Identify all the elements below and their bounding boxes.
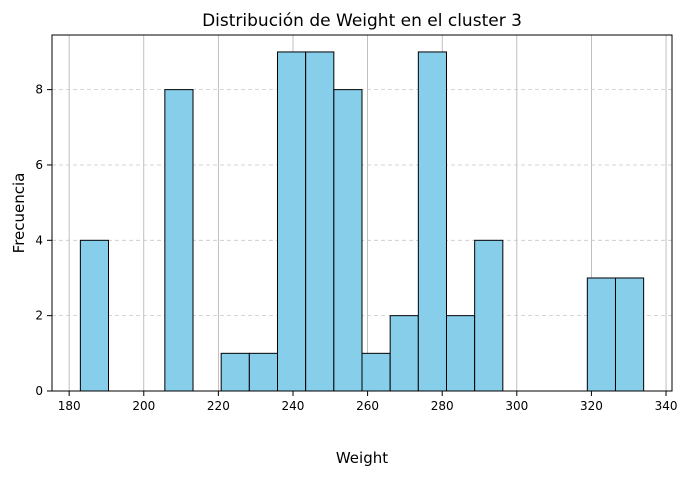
x-tick-label: 300 [505,399,528,413]
histogram-bar [389,315,419,392]
histogram-bar [305,51,335,392]
y-tick-label: 0 [35,384,43,398]
histogram-bar [474,239,504,392]
x-tick-label: 220 [207,399,230,413]
y-axis-label: Frecuencia [10,173,28,254]
x-tick-label: 180 [58,399,81,413]
x-tick-label: 200 [132,399,155,413]
histogram-bar [361,352,391,392]
histogram-bar [79,239,110,392]
y-tick-label: 6 [35,158,43,172]
histogram-bar [248,352,279,392]
x-tick-label: 240 [282,399,305,413]
histogram-bar [333,89,363,392]
y-tick-label: 4 [35,233,43,247]
histogram-bar [445,315,476,392]
histogram-bar [586,277,616,392]
x-tick-label: 260 [356,399,379,413]
bars [79,51,645,392]
y-tick-label: 8 [35,83,43,97]
y-tick-label: 2 [35,309,43,323]
chart-title: Distribución de Weight en el cluster 3 [202,11,522,31]
x-tick-label: 280 [431,399,454,413]
plot-frame [51,34,673,392]
x-tick-label: 320 [580,399,603,413]
x-axis-label: Weight [336,449,388,467]
histogram-bar [614,277,645,392]
histogram-bar [220,352,250,392]
histogram-bar [277,51,307,392]
histogram-bar [417,51,447,392]
x-tick-label: 340 [655,399,678,413]
ticks: 180 200 220 240 260 280 300 320 340 0 2 4 6 8 [35,83,677,413]
histogram-bar [164,89,194,392]
